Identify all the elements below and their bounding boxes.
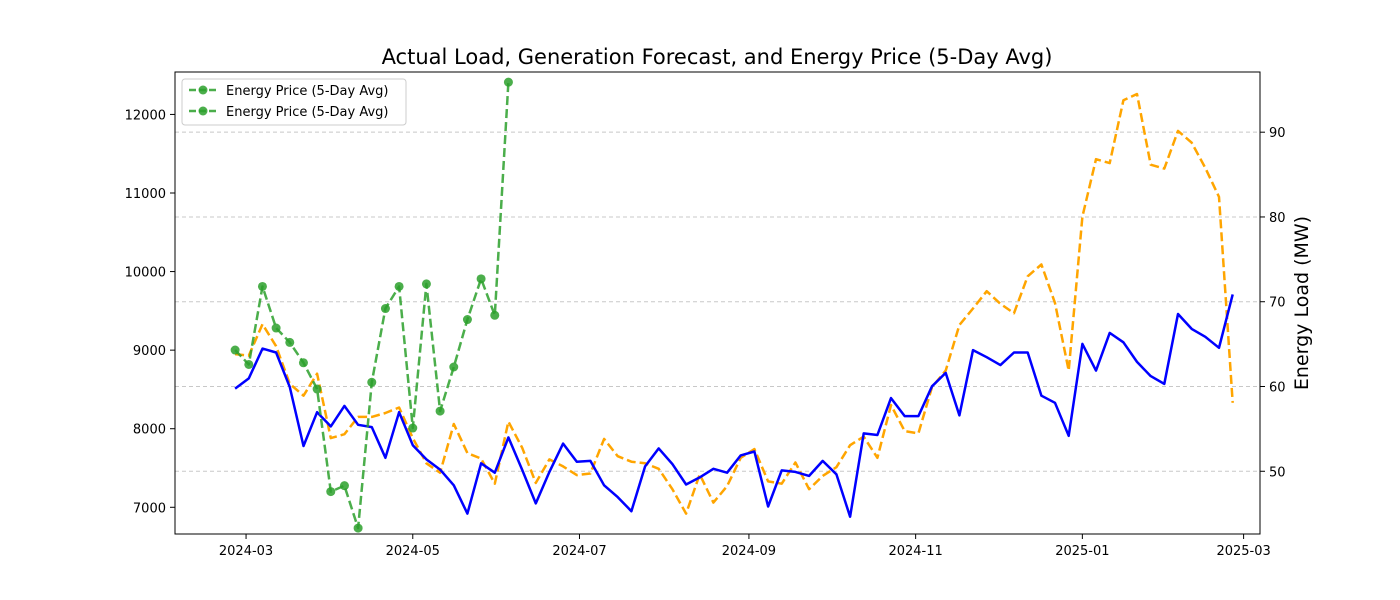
grid-lines <box>175 131 1260 472</box>
legend-marker-2 <box>198 106 208 116</box>
y-left-tick-label: 8000 <box>133 423 166 438</box>
y-axis-right-label: Energy Load (MW) <box>1291 216 1313 390</box>
x-tick-label: 2025-01 <box>1055 544 1109 559</box>
price-point <box>394 281 404 291</box>
y-axis-left: 7000 8000 9000 10000 11000 12000 <box>125 108 175 516</box>
legend-marker-1 <box>198 85 208 95</box>
price-point <box>490 310 500 320</box>
x-axis: 2024-03 2024-05 2024-07 2024-09 2024-11 2025-… <box>219 534 1271 559</box>
price-point <box>244 359 254 369</box>
price-point <box>353 523 363 533</box>
y-right-tick-label: 70 <box>1269 296 1286 311</box>
price-point <box>421 279 431 289</box>
x-tick-label: 2025-03 <box>1216 544 1270 559</box>
y-right-tick-label: 90 <box>1269 126 1286 141</box>
x-tick-label: 2024-05 <box>386 544 440 559</box>
legend: Energy Price (5-Day Avg) Energy Price (5… <box>181 78 407 126</box>
y-right-tick-label: 50 <box>1269 465 1286 480</box>
series-line-forecast <box>234 92 1234 515</box>
price-point <box>435 406 445 416</box>
price-point <box>257 281 267 291</box>
chart-title: Actual Load, Generation Forecast, and En… <box>382 45 1053 69</box>
price-point <box>285 337 295 347</box>
price-point <box>449 362 459 372</box>
price-point <box>408 423 418 433</box>
y-axis-right: 50 60 70 80 90 <box>1260 126 1286 480</box>
price-point <box>230 345 240 355</box>
y-left-tick-label: 11000 <box>125 187 166 202</box>
legend-label-1: Energy Price (5-Day Avg) <box>226 84 388 99</box>
price-point <box>380 304 390 314</box>
x-tick-label: 2024-03 <box>219 544 273 559</box>
price-point <box>503 77 513 87</box>
price-point <box>271 323 281 333</box>
x-tick-label: 2024-07 <box>552 544 606 559</box>
y-left-tick-label: 9000 <box>133 344 166 359</box>
price-point <box>367 377 377 387</box>
price-point <box>312 384 322 394</box>
y-left-tick-label: 7000 <box>133 501 166 516</box>
series-line-actual <box>234 294 1234 518</box>
price-point <box>298 358 308 368</box>
series-layer <box>230 77 1234 533</box>
y-right-tick-label: 80 <box>1269 211 1286 226</box>
legend-label-2: Energy Price (5-Day Avg) <box>226 105 388 120</box>
price-point <box>339 481 349 491</box>
y-right-tick-label: 60 <box>1269 380 1286 395</box>
y-left-tick-label: 12000 <box>125 108 166 123</box>
plot-frame <box>174 71 1261 535</box>
price-point <box>462 315 472 325</box>
x-tick-label: 2024-11 <box>888 544 942 559</box>
price-point <box>326 487 336 497</box>
y-left-tick-label: 10000 <box>125 266 166 281</box>
legend-box <box>181 78 407 126</box>
x-tick-label: 2024-09 <box>722 544 776 559</box>
price-point <box>476 274 486 284</box>
